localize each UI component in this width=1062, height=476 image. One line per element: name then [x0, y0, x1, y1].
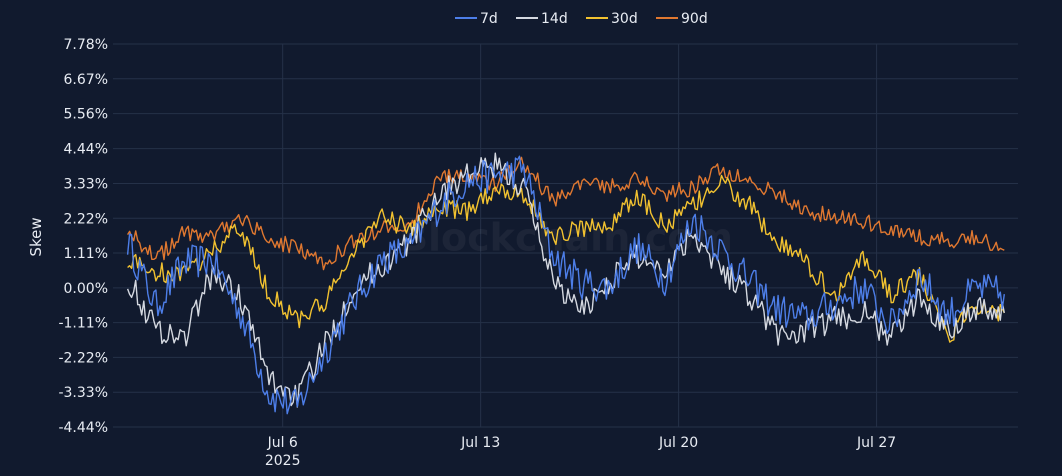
legend-label: 90d [681, 11, 708, 27]
y-tick-label: 2.22% [64, 211, 108, 227]
series-line-90d [127, 156, 1005, 271]
y-tick-label: -4.44% [58, 420, 108, 436]
series-line-30d [127, 174, 1005, 343]
y-tick-label: -2.22% [58, 350, 108, 366]
y-tick-label: 3.33% [64, 176, 108, 192]
x-tick-sublabel: 2025 [265, 453, 301, 469]
series-line-7d [126, 155, 1005, 415]
legend: 7d 14d 30d 90d [455, 11, 708, 27]
series-line-14d [126, 152, 1005, 408]
legend-item-14d[interactable]: 14d [516, 11, 568, 27]
y-tick-label: -3.33% [58, 385, 108, 401]
legend-item-7d[interactable]: 7d [455, 11, 498, 27]
x-tick-label: Jul 27 [856, 435, 896, 451]
y-tick-label: 1.11% [64, 246, 108, 262]
y-tick-label: 5.56% [64, 107, 108, 123]
series-lines [126, 152, 1005, 415]
legend-label: 30d [611, 11, 638, 27]
x-tick-label: Jul 13 [460, 435, 500, 451]
y-tick-label: 6.67% [64, 72, 108, 88]
legend-item-90d[interactable]: 90d [656, 11, 708, 27]
legend-label: 14d [541, 11, 568, 27]
y-tick-label: 4.44% [64, 142, 108, 158]
y-tick-label: 7.78% [64, 37, 108, 53]
y-axis-label: Skew [27, 217, 45, 256]
y-tick-label: -1.11% [58, 316, 108, 332]
watermark: Blockchain.com [399, 216, 733, 260]
legend-label: 7d [480, 11, 498, 27]
y-tick-label: 0.00% [64, 281, 108, 297]
x-tick-label: Jul 6 [267, 435, 298, 451]
x-axis-ticks: Jul 6 2025 Jul 13 Jul 20 Jul 27 [265, 435, 896, 469]
y-axis-ticks: 7.78% 6.67% 5.56% 4.44% 3.33% 2.22% 1.11% 0.00%… [58, 37, 108, 436]
legend-item-30d[interactable]: 30d [586, 11, 638, 27]
x-tick-label: Jul 20 [658, 435, 698, 451]
